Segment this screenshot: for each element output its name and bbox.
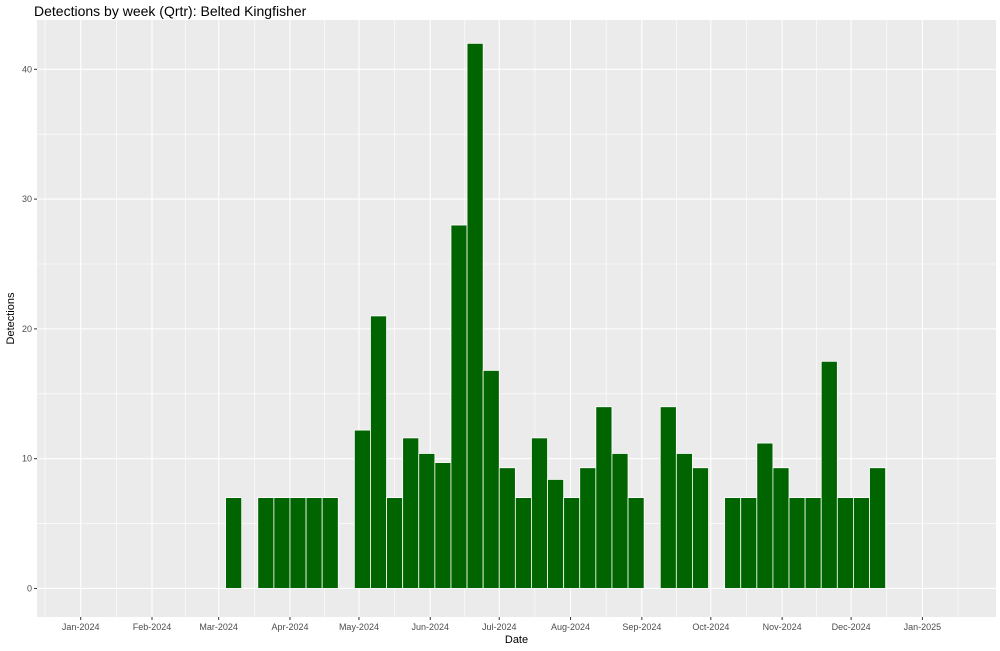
bar	[756, 442, 774, 589]
bar	[675, 453, 693, 589]
bar	[418, 453, 436, 589]
y-tick-label: 0	[27, 583, 32, 593]
bar	[321, 497, 339, 589]
bar	[305, 497, 323, 589]
bar	[402, 437, 420, 589]
bar	[627, 497, 645, 589]
bar	[547, 479, 565, 589]
bar	[820, 360, 838, 589]
bar	[225, 497, 243, 589]
bar	[386, 497, 404, 589]
x-tick-label: Sep-2024	[622, 622, 661, 632]
bar	[579, 467, 597, 589]
y-tick-label: 20	[22, 324, 32, 334]
bar	[692, 467, 709, 589]
x-tick-label: Nov-2024	[763, 622, 802, 632]
bar	[836, 497, 854, 589]
bar	[659, 406, 677, 589]
bar	[804, 497, 822, 589]
bar	[450, 224, 468, 589]
x-tick-label: Dec-2024	[832, 622, 871, 632]
x-tick-label: Apr-2024	[271, 622, 308, 632]
y-tick-label: 40	[22, 64, 32, 74]
bar	[370, 315, 387, 589]
bar	[289, 497, 307, 589]
bar	[273, 497, 291, 589]
bar	[595, 406, 613, 589]
x-tick-label: Jan-2024	[62, 622, 100, 632]
bar	[788, 497, 806, 589]
bar	[482, 370, 500, 589]
bar	[869, 467, 887, 589]
x-tick-label: Aug-2024	[551, 622, 590, 632]
bar	[611, 453, 629, 589]
bar	[563, 497, 581, 589]
x-axis: Jan-2024 Feb-2024 Mar-2024 Apr-2024 May-2024…	[62, 617, 941, 632]
bar	[853, 497, 870, 589]
bar	[531, 437, 548, 589]
x-tick-label: Feb-2024	[133, 622, 172, 632]
bar	[514, 497, 532, 589]
x-axis-title: Date	[505, 634, 528, 646]
x-tick-label: May-2024	[339, 622, 379, 632]
bar	[498, 467, 516, 589]
y-tick-label: 10	[22, 454, 32, 464]
bar	[724, 497, 742, 589]
bars	[225, 42, 887, 589]
x-tick-label: Oct-2024	[692, 622, 729, 632]
bar	[740, 497, 758, 589]
x-tick-label: Mar-2024	[199, 622, 238, 632]
x-tick-label: Jul-2024	[482, 622, 517, 632]
chart-title: Detections by week (Qrtr): Belted Kingfi…	[34, 3, 307, 19]
bar	[257, 497, 275, 589]
y-tick-label: 30	[22, 194, 32, 204]
y-axis-title: Detections	[5, 292, 17, 344]
x-tick-label: Jan-2025	[904, 622, 942, 632]
bar	[466, 42, 484, 589]
y-axis: 0 10 20 30 40	[22, 64, 37, 593]
x-tick-label: Jun-2024	[411, 622, 449, 632]
bar	[353, 429, 371, 589]
bar	[434, 462, 452, 589]
bar	[772, 467, 790, 589]
